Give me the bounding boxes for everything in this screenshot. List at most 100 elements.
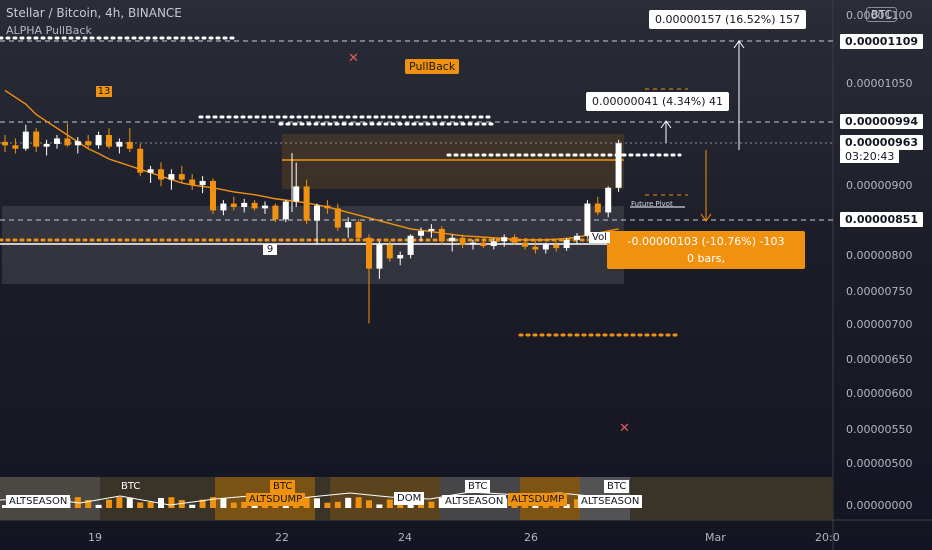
measure-down-value: -0.00000103 (-10.76%) -103 bbox=[627, 235, 785, 248]
future-pivot-label: Future Pivot bbox=[631, 200, 673, 208]
oscillator-bar bbox=[428, 501, 435, 508]
pullback-zone bbox=[282, 134, 624, 189]
price-label-top: 0.00001109 bbox=[840, 34, 924, 49]
price-tick: 0.00000800 bbox=[846, 249, 913, 262]
candle bbox=[522, 237, 528, 250]
cross-marker-icon: ✕ bbox=[348, 51, 359, 66]
oscillator-bar bbox=[199, 499, 206, 508]
candle bbox=[407, 234, 414, 259]
oscillator-bar bbox=[2, 505, 8, 508]
price-tick: 0.00001050 bbox=[846, 77, 913, 90]
oscillator-bar bbox=[178, 500, 185, 508]
price-tick: 0.00000700 bbox=[846, 318, 913, 331]
candle bbox=[137, 143, 144, 177]
price-tick: 0.00000750 bbox=[846, 285, 913, 298]
osc-signal-label: BTC bbox=[270, 480, 296, 493]
osc-signal-label: ALTSEASON bbox=[6, 495, 71, 508]
candle bbox=[178, 165, 185, 183]
candle bbox=[355, 219, 362, 242]
candle bbox=[220, 200, 227, 216]
candle bbox=[386, 241, 393, 262]
candle bbox=[563, 237, 570, 251]
price-tick: 0.00000600 bbox=[846, 387, 913, 400]
oscillator-bar bbox=[376, 504, 383, 508]
candle bbox=[95, 131, 102, 149]
candle bbox=[470, 239, 476, 250]
oscillator-bar bbox=[355, 497, 362, 508]
oscillator-bar bbox=[418, 502, 424, 508]
candle bbox=[199, 176, 206, 194]
price-tick: 0.00000500 bbox=[846, 457, 913, 470]
oscillator-bar bbox=[168, 497, 175, 508]
candle bbox=[532, 241, 539, 254]
price-label-lower: 0.00000851 bbox=[840, 212, 924, 227]
candle bbox=[584, 200, 591, 238]
oscillator-bar bbox=[438, 497, 445, 508]
oscillator-bar bbox=[137, 502, 144, 508]
candle bbox=[106, 128, 112, 149]
date-tick: 26 bbox=[524, 531, 538, 544]
candle bbox=[272, 203, 279, 223]
oscillator-bar bbox=[574, 499, 580, 508]
candle bbox=[490, 237, 497, 250]
measure-label-small: 0.00000041 (4.34%) 41 bbox=[586, 92, 730, 111]
osc-signal-label: BTC bbox=[465, 480, 491, 493]
candle bbox=[293, 162, 300, 207]
candle bbox=[501, 234, 508, 247]
oscillator-bar bbox=[220, 498, 227, 508]
date-tick: Mar bbox=[705, 531, 726, 544]
candle bbox=[574, 233, 580, 245]
date-tick: 22 bbox=[275, 531, 289, 544]
candle bbox=[189, 174, 196, 190]
currency-badge[interactable]: BTC bbox=[866, 7, 898, 22]
osc-signal-label: ALTSEASON bbox=[442, 495, 507, 508]
oscillator-bar bbox=[303, 497, 310, 508]
price-label-current: 0.00000963 bbox=[840, 135, 924, 150]
price-tick: 0.00000000 bbox=[846, 499, 913, 512]
candle bbox=[126, 128, 133, 153]
candle bbox=[511, 234, 518, 245]
candle bbox=[54, 135, 60, 149]
candle bbox=[594, 196, 601, 216]
oscillator-bar bbox=[386, 499, 393, 508]
oscillator-bar bbox=[126, 498, 133, 508]
osc-signal-label: DOM bbox=[394, 492, 425, 505]
candle bbox=[605, 186, 612, 218]
candle bbox=[116, 138, 123, 154]
count-bottom-marker: 9 bbox=[263, 244, 277, 255]
candle bbox=[85, 135, 92, 149]
osc-signal-label: BTC bbox=[604, 480, 630, 493]
candle bbox=[438, 226, 445, 245]
candle bbox=[615, 139, 622, 192]
count-top-marker: 13 bbox=[96, 86, 112, 97]
price-label-upper: 0.00000994 bbox=[840, 114, 924, 129]
oscillator-bar bbox=[366, 500, 372, 508]
osc-signal-label: BTC bbox=[121, 481, 141, 492]
oscillator-bar bbox=[95, 504, 102, 508]
candle bbox=[449, 234, 456, 252]
osc-signal-label: ALTSEASON bbox=[578, 495, 643, 508]
oscillator-bar bbox=[314, 498, 320, 508]
candle bbox=[241, 198, 248, 213]
candle bbox=[251, 200, 258, 211]
oscillator-bar bbox=[345, 497, 352, 508]
candle bbox=[147, 165, 154, 183]
oscillator-bar bbox=[563, 504, 570, 508]
candle bbox=[282, 200, 289, 223]
range-zone bbox=[2, 206, 624, 284]
oscillator-bar bbox=[210, 497, 216, 508]
candle bbox=[33, 128, 40, 153]
candle bbox=[334, 203, 341, 231]
candle bbox=[366, 234, 372, 324]
candle bbox=[74, 137, 81, 154]
candle bbox=[158, 162, 164, 187]
measure-down-bars: 0 bars, bbox=[687, 252, 725, 265]
indicator-name: ALPHA PullBack bbox=[6, 24, 92, 37]
osc-signal-label: ALTSDUMP bbox=[508, 493, 568, 506]
candle bbox=[303, 179, 310, 225]
candle bbox=[428, 224, 435, 238]
candle bbox=[480, 237, 487, 249]
candle bbox=[314, 203, 320, 245]
candle bbox=[2, 135, 8, 153]
